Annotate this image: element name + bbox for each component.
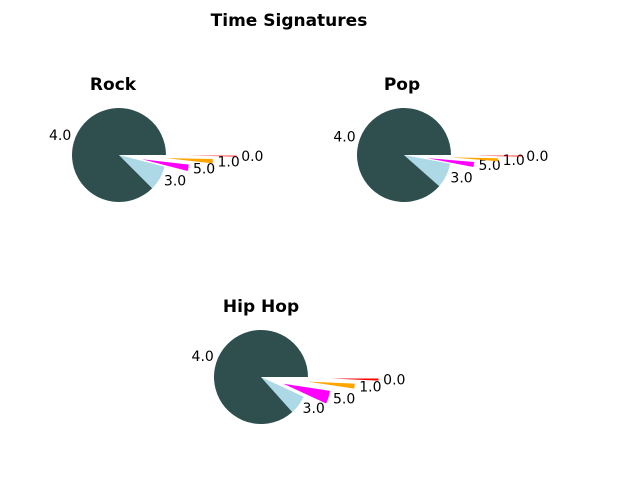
- slice-label-hip-hop-1-0: 1.0: [359, 380, 381, 396]
- slice-label-hip-hop-5-0: 5.0: [333, 392, 355, 408]
- slice-label-hip-hop-4-0: 4.0: [192, 349, 214, 365]
- pie-slice-rock-3-0: [119, 155, 165, 189]
- slice-label-pop-0-0: 0.0: [526, 149, 548, 165]
- pie-slice-pop-0-0: [474, 155, 522, 157]
- slice-label-rock-1-0: 1.0: [217, 155, 239, 171]
- pie-slice-rock-4-0: [72, 108, 166, 203]
- slice-label-pop-3-0: 3.0: [450, 171, 472, 187]
- slice-label-rock-4-0: 4.0: [49, 128, 71, 144]
- pie-chart-hip-hop: Hip Hop 4.0 3.0 5.01.0 0.0: [192, 297, 405, 424]
- slice-label-rock-5-0: 5.0: [193, 162, 215, 178]
- slice-label-rock-0-0: 0.0: [241, 149, 263, 165]
- pie-slice-hip-hop-3-0: [261, 377, 304, 413]
- pie-slice-hip-hop-5-0: [283, 383, 330, 404]
- pie-slice-pop-3-0: [404, 155, 451, 187]
- slice-label-hip-hop-3-0: 3.0: [303, 401, 325, 417]
- pie-chart-pop: Pop 4.0 3.0 5.0 1.0 0.0: [333, 75, 548, 203]
- pie-slice-rock-0-0: [189, 155, 237, 157]
- slice-label-pop-4-0: 4.0: [333, 130, 355, 146]
- pie-slice-pop-1-0: [450, 157, 498, 162]
- pie-title-hip-hop: Hip Hop: [223, 297, 299, 317]
- slice-label-pop-5-0: 5.0: [479, 158, 501, 174]
- pie-chart-rock: Rock 4.0 3.0 5.0 1.0 0.0: [49, 75, 263, 203]
- pie-slice-pop-5-0: [427, 158, 475, 167]
- pie-title-rock: Rock: [90, 75, 137, 95]
- slice-label-hip-hop-0-0: 0.0: [383, 373, 405, 389]
- pie-slice-hip-hop-0-0: [331, 378, 379, 381]
- figure-title: Time Signatures: [211, 11, 368, 31]
- slice-label-pop-1-0: 1.0: [503, 153, 525, 169]
- pie-title-pop: Pop: [384, 75, 420, 95]
- pie-slice-hip-hop-1-0: [307, 381, 355, 389]
- pie-slice-rock-1-0: [165, 158, 213, 164]
- pie-slice-rock-5-0: [142, 159, 189, 171]
- slice-label-rock-3-0: 3.0: [164, 174, 186, 190]
- pie-slice-pop-4-0: [357, 108, 451, 203]
